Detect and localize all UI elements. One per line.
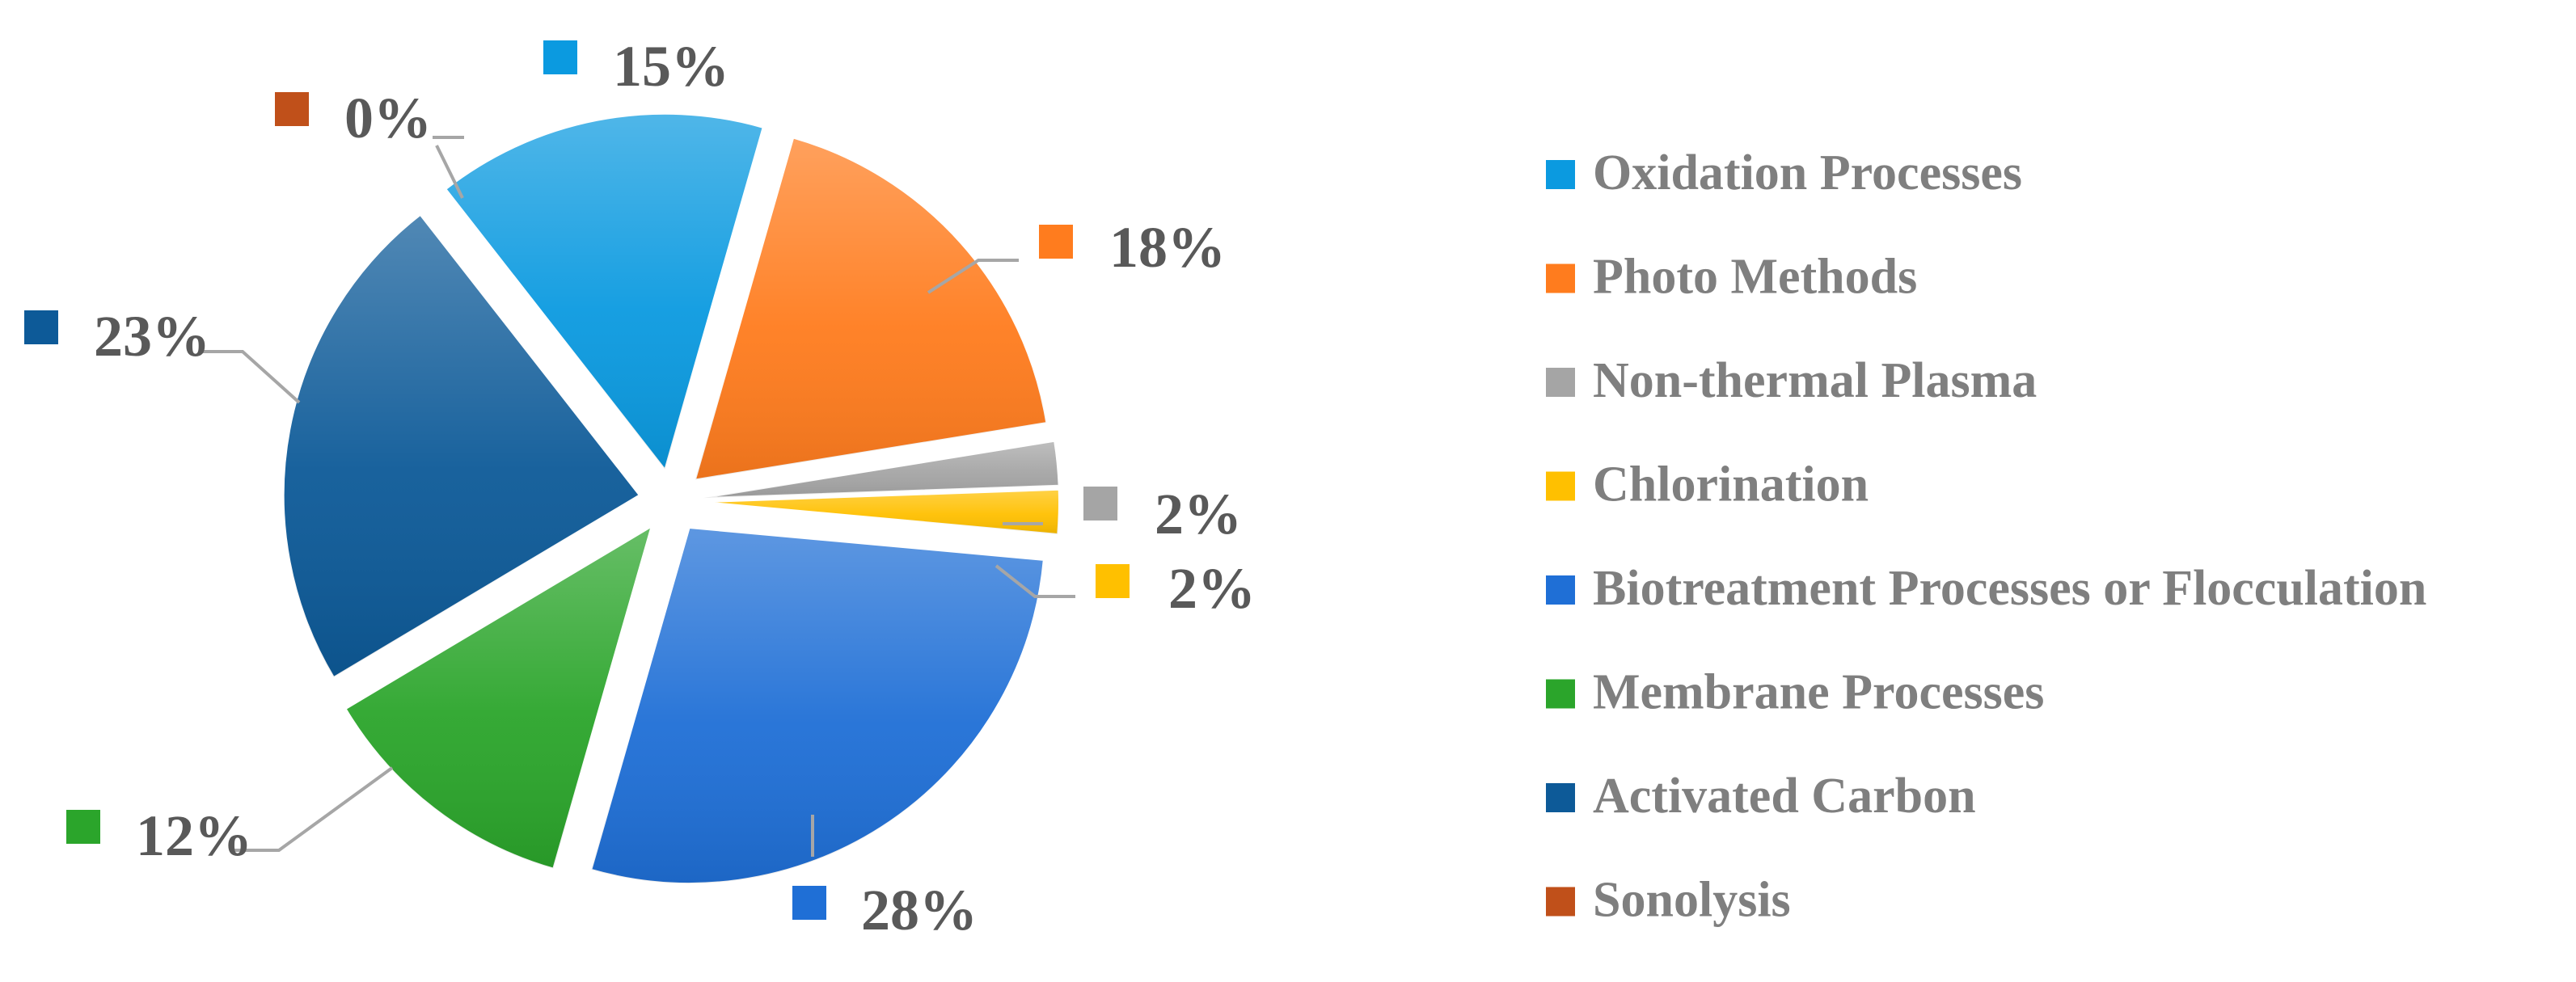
legend-label: Oxidation Processes <box>1593 145 2022 200</box>
slice-shade <box>703 489 1059 534</box>
legend-label: Membrane Processes <box>1593 665 2044 720</box>
legend-label: Sonolysis <box>1593 873 1791 928</box>
data-label: 2% <box>1168 556 1256 621</box>
leader-line <box>435 145 464 199</box>
data-label: 23% <box>94 304 210 369</box>
label-key <box>1039 225 1073 259</box>
slice-shade <box>591 528 1044 884</box>
leader-line <box>995 564 1075 598</box>
legend-swatch <box>1546 679 1575 709</box>
slice-shade <box>703 440 1059 499</box>
slice-shade <box>695 137 1047 480</box>
legend-label: Activated Carbon <box>1593 769 1976 824</box>
slice-shade <box>446 113 763 470</box>
legend-label: Biotreatment Processes or Flocculation <box>1593 561 2426 616</box>
data-label: 2% <box>1155 482 1242 546</box>
label-key <box>66 810 100 844</box>
leader-lines <box>202 136 1075 857</box>
slice-shade <box>283 214 640 677</box>
label-key <box>1096 564 1130 598</box>
leader-line <box>927 259 1019 294</box>
data-label: 15% <box>613 34 729 99</box>
legend-swatch <box>1546 160 1575 189</box>
legend-label: Non-thermal Plasma <box>1593 353 2037 408</box>
data-label: 28% <box>861 878 978 942</box>
legend-label: Chlorination <box>1593 457 1869 512</box>
leader-line <box>234 766 394 852</box>
pie-slices <box>282 112 1060 884</box>
label-key <box>792 886 826 920</box>
data-label: 18% <box>1109 215 1226 280</box>
slice-shade <box>345 526 652 869</box>
legend-swatch <box>1546 887 1575 917</box>
legend-swatch <box>1546 783 1575 812</box>
data-label: 0% <box>344 86 432 150</box>
label-key <box>24 310 58 344</box>
data-labels: 15% 18% 2% 2% 28% 12% 23% 0% <box>24 34 1256 942</box>
label-key <box>1083 487 1117 521</box>
legend-swatch <box>1546 263 1575 293</box>
leader-line <box>202 350 301 404</box>
label-key <box>543 40 577 74</box>
data-label: 12% <box>136 803 252 868</box>
legend-swatch <box>1546 368 1575 397</box>
legend-label: Photo Methods <box>1593 250 1917 305</box>
legend-swatch <box>1546 575 1575 605</box>
label-key <box>275 92 309 126</box>
legend: Oxidation Processes Photo Methods Non-ther… <box>1546 145 2426 928</box>
legend-swatch <box>1546 471 1575 501</box>
